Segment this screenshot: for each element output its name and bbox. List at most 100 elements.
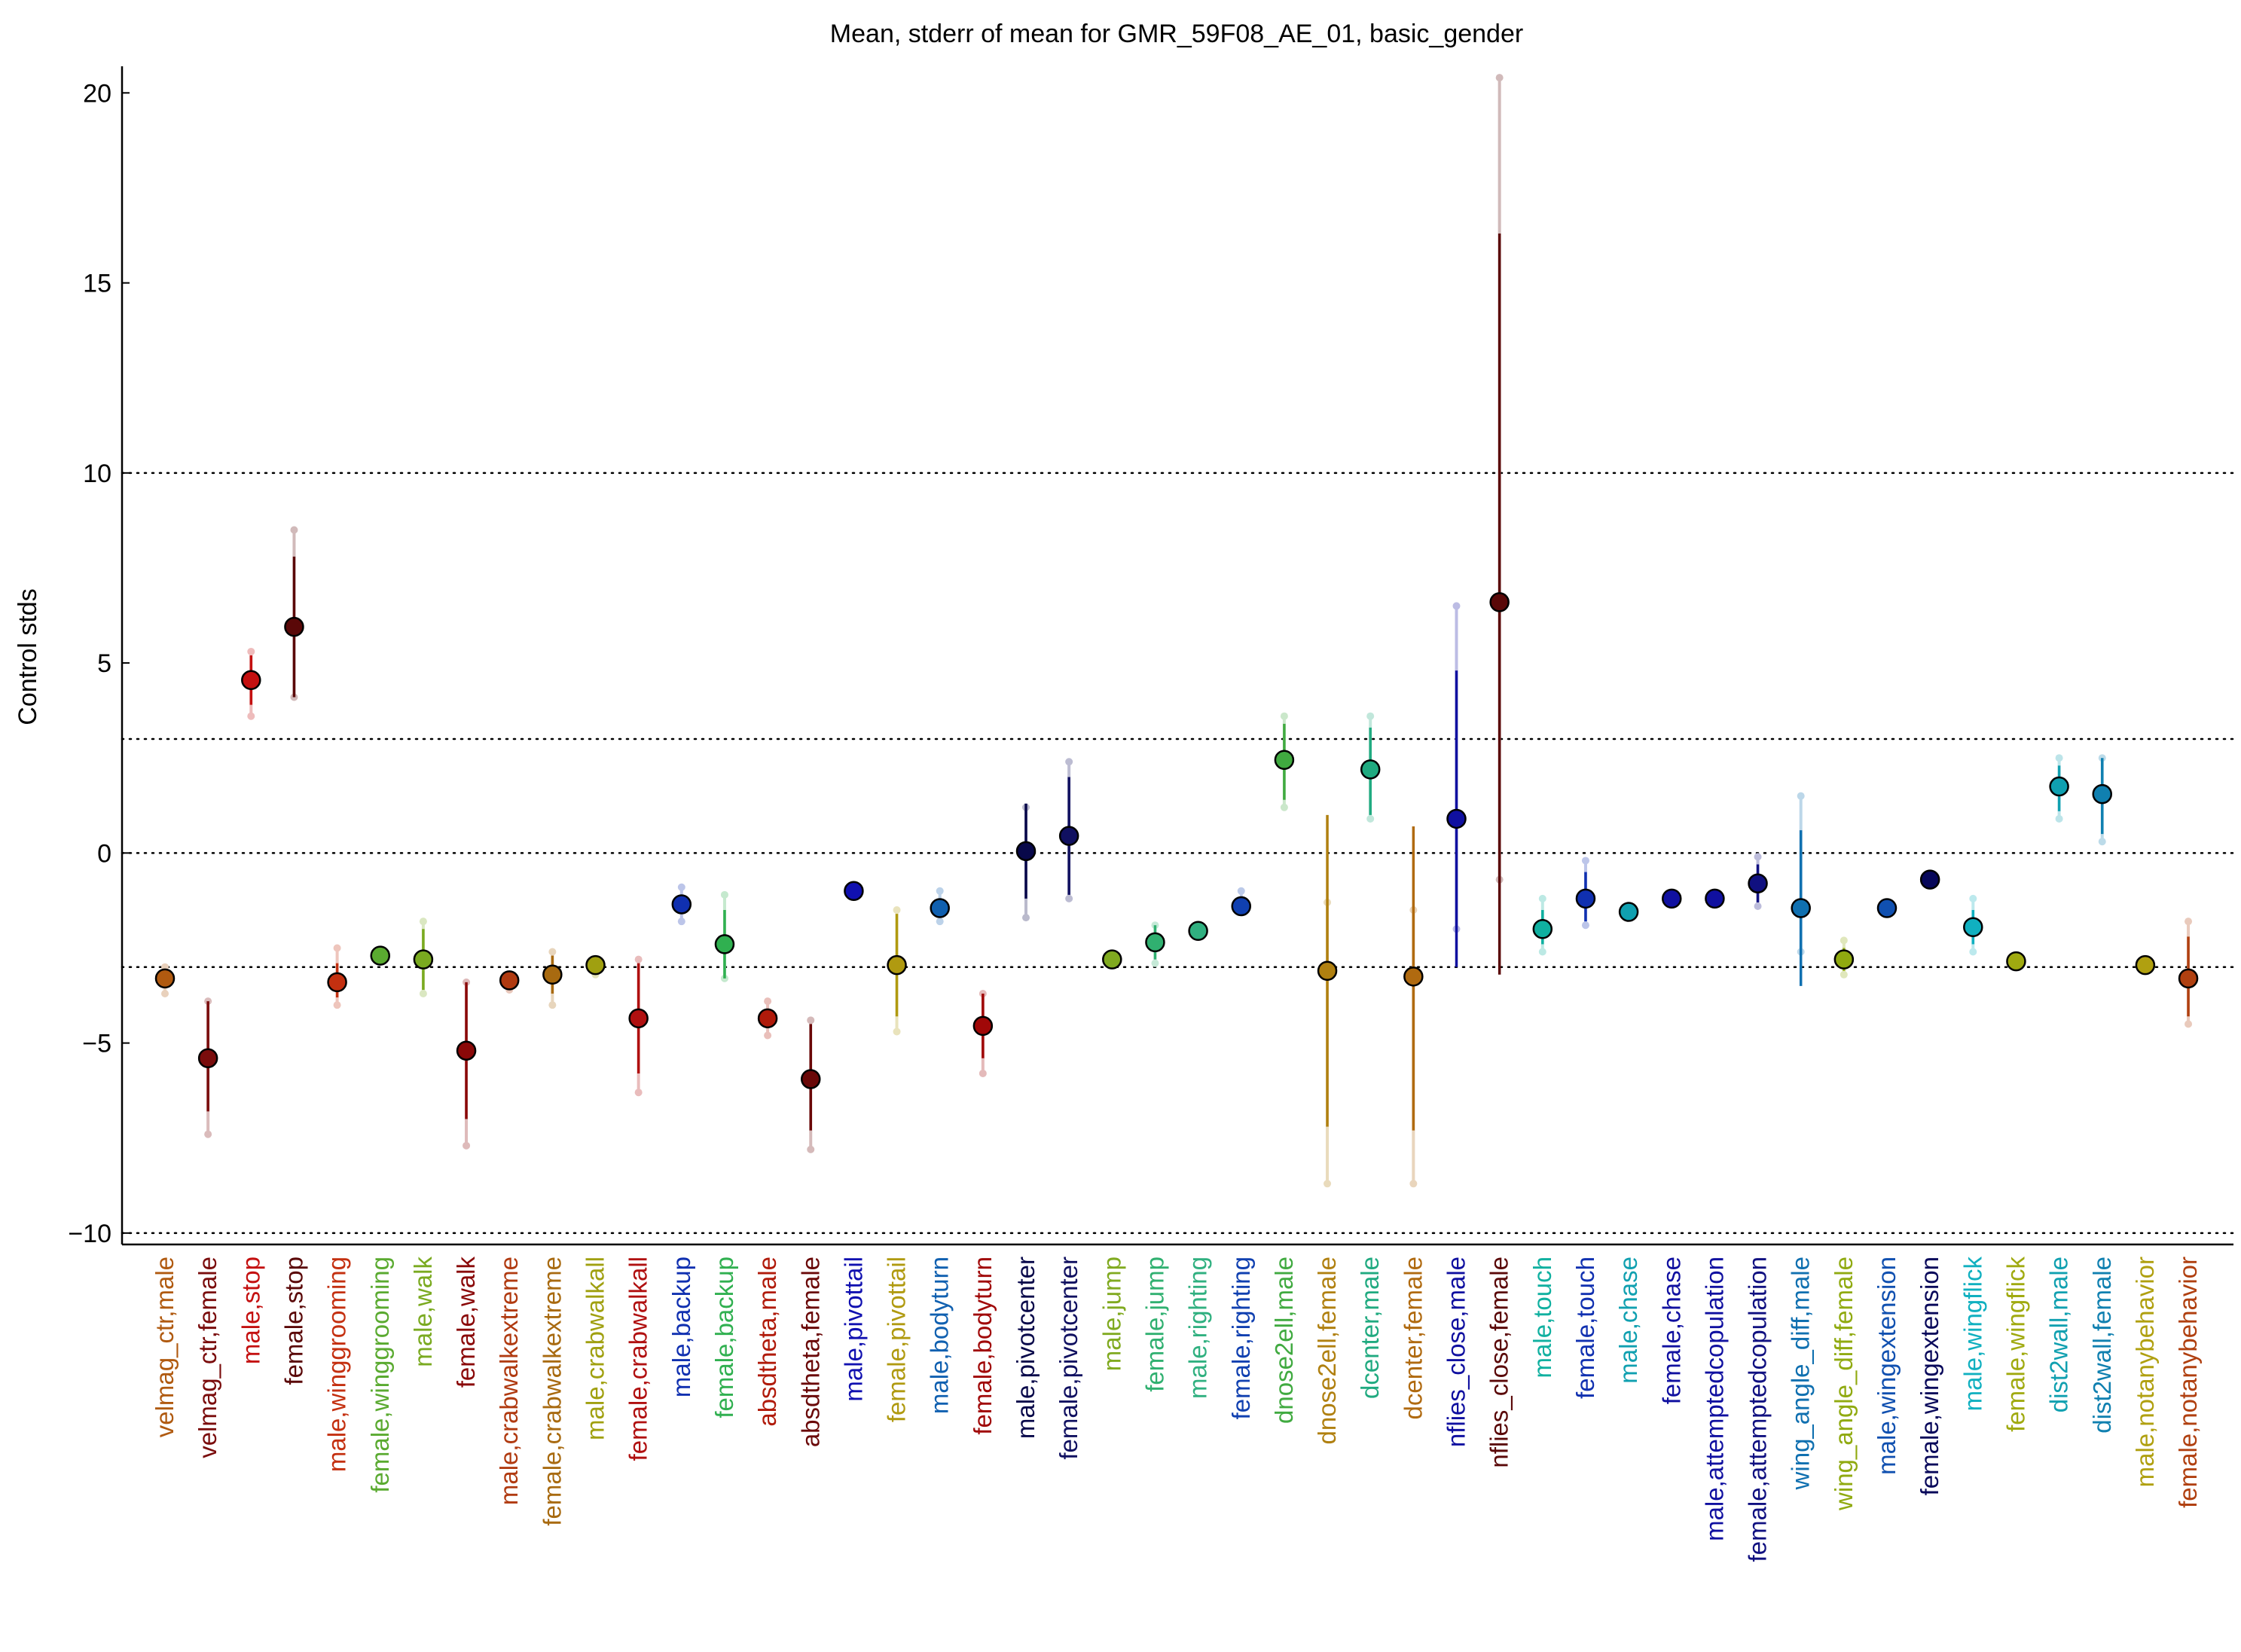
range-end-low [677, 918, 685, 926]
mean-point [585, 954, 606, 976]
mean-point [1102, 949, 1122, 970]
reference-lines [121, 472, 2235, 1235]
x-tick-label: male,stop [237, 1257, 264, 1364]
x-tick-label: male,crabwalkall [582, 1257, 609, 1440]
mean-point [714, 934, 735, 954]
mean-point [1360, 759, 1381, 780]
range-end-high [333, 944, 341, 952]
range-end-low [419, 990, 427, 998]
x-tick-label: female,righting [1227, 1257, 1255, 1419]
range-end-low [463, 1141, 471, 1150]
range-end-low [764, 1031, 772, 1040]
mean-point [1618, 902, 1639, 922]
mean-point [844, 881, 864, 902]
x-tick-label: female,bodyturn [969, 1257, 997, 1435]
x-tick-labels: velmag_ctr,male velmag_ctr,female male,sto… [151, 1257, 2202, 1562]
x-tick-label: female,pivottail [883, 1257, 911, 1422]
mean-point [2178, 968, 2199, 989]
range-end-low [807, 1145, 815, 1153]
x-tick-label: dcenter,male [1356, 1257, 1384, 1399]
x-tick-label: nflies_close,female [1485, 1257, 1513, 1468]
mean-point [370, 945, 390, 966]
range-end-low [1022, 914, 1030, 922]
x-tick-label: velmag_ctr,male [151, 1257, 179, 1437]
y-tick-label: 15 [83, 270, 111, 298]
x-tick-label: absdtheta,male [753, 1257, 781, 1427]
y-tick-label: 10 [83, 460, 111, 488]
range-end-low [1969, 948, 1977, 956]
range-end-high [893, 906, 901, 915]
mean-point [2092, 783, 2112, 805]
range-end-low [893, 1028, 901, 1036]
mean-point [1748, 873, 1768, 893]
x-tick-label: male,notanybehavior [2131, 1257, 2159, 1487]
x-tick-label: male,pivotcenter [1012, 1257, 1040, 1439]
mean-point [1015, 841, 1037, 862]
y-tick-label: 5 [97, 649, 111, 678]
range-end-low [1065, 894, 1073, 902]
mean-point [1145, 932, 1165, 953]
range-end-high [1538, 894, 1546, 902]
range-end-low [1754, 902, 1762, 910]
x-tick-label: male,backup [667, 1257, 695, 1397]
range-end-low [1280, 803, 1288, 811]
mean-point [1489, 592, 1510, 612]
x-tick-label: wing_angle_diff,male [1787, 1257, 1815, 1490]
mean-point [1403, 966, 1424, 987]
mean-point [972, 1015, 994, 1037]
mean-point [1446, 808, 1467, 829]
y-tick-label: −10 [68, 1220, 111, 1248]
range-end-high [290, 526, 298, 534]
mean-point [327, 972, 347, 993]
mean-point [1919, 869, 1940, 890]
mean-point [801, 1069, 821, 1089]
range-end-high [720, 890, 728, 899]
axes [121, 66, 2233, 1246]
mean-point [1791, 898, 1811, 918]
range-end-high [1237, 887, 1245, 895]
mean-point [1188, 921, 1208, 942]
range-end-low [204, 1130, 212, 1138]
mean-point [241, 670, 261, 691]
mean-points [154, 592, 2199, 1089]
chart-title: Mean, stderr of mean for GMR_59F08_AE_01… [830, 20, 1523, 48]
x-tick-label: male,walk [409, 1257, 437, 1367]
range-end-low [1840, 970, 1848, 979]
mean-point [1662, 888, 1682, 909]
range-end-low [1538, 948, 1546, 956]
x-tick-label: male,righting [1184, 1257, 1212, 1399]
range-end-low [247, 712, 255, 720]
x-tick-label: dcenter,female [1399, 1257, 1427, 1419]
mean-point [1058, 826, 1079, 846]
range-end-low [161, 990, 169, 998]
range-end-high [419, 918, 427, 926]
range-end-high [1969, 894, 1977, 902]
range-end-high [548, 948, 557, 956]
mean-point [671, 894, 692, 915]
range-end-high [1366, 712, 1375, 720]
range-end-low [333, 1001, 341, 1009]
x-tick-label: male,touch [1528, 1257, 1556, 1378]
range-end-low [634, 1089, 643, 1097]
x-tick-label: velmag_ctr,female [194, 1257, 221, 1458]
x-tick-label: female,pivotcenter [1055, 1257, 1082, 1460]
mean-point [542, 964, 563, 985]
x-tick-label: wing_angle_diff,female [1830, 1257, 1858, 1511]
mean-point [628, 1008, 649, 1029]
x-tick-label: female,notanybehavior [2174, 1257, 2202, 1508]
mean-point [154, 968, 176, 989]
range-end-low [548, 1001, 557, 1009]
range-end-low [1409, 1180, 1418, 1188]
mean-point [1833, 949, 1855, 970]
range-end-high [1495, 74, 1504, 82]
mean-point [499, 970, 520, 991]
mean-point [757, 1008, 778, 1029]
x-tick-label: absdtheta,female [796, 1257, 824, 1447]
mean-point [1532, 919, 1553, 939]
mean-point [887, 954, 907, 976]
mean-point [2049, 776, 2069, 797]
mean-point [1575, 888, 1596, 909]
range-end-low [979, 1069, 987, 1077]
x-tick-label: female,crabwalkextreme [538, 1257, 566, 1526]
